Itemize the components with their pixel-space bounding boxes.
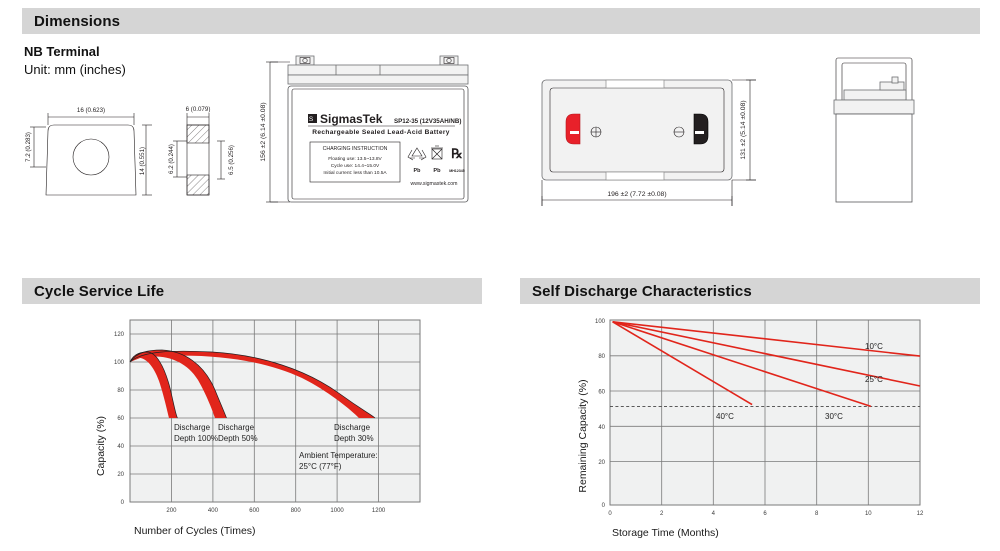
dim-battery-width: 131 ±2 (5.14 ±0.08) <box>740 100 747 159</box>
annotation-dod-30-line1: Discharge <box>334 423 371 432</box>
cycle-chart-xlabel: Number of Cycles (Times) <box>134 525 256 537</box>
svg-text:40: 40 <box>598 425 605 431</box>
dim-battery-length: 196 ±2 (7.72 ±0.08) <box>607 191 666 198</box>
dim-terminal-width: 16 (0.623) <box>77 107 105 114</box>
series-line-40c <box>612 321 753 406</box>
pb-mark-label: Pb <box>433 168 441 174</box>
dim-terminal-tab-height: 6.2 (0.244) <box>168 144 175 174</box>
series-line-30c <box>612 321 872 408</box>
battery-side-view-drawing <box>833 57 915 203</box>
battery-brand: SigmasTek <box>320 112 383 126</box>
svg-text:60: 60 <box>598 390 605 396</box>
self-discharge-xlabel: Storage Time (Months) <box>612 527 719 539</box>
svg-text:80: 80 <box>598 354 605 360</box>
cycle-service-life-chart: 120 100 80 60 40 20 0 200 400 600 800 10… <box>95 319 421 537</box>
svg-text:20: 20 <box>598 460 605 466</box>
svg-text:10: 10 <box>865 511 872 517</box>
positive-terminal <box>565 113 581 145</box>
charging-line-0: Floating use: 13.5~13.8V <box>328 156 382 162</box>
dim-battery-height: 156 ±2 (6.14 ±0.08) <box>260 102 267 161</box>
section-title-self-discharge: Self Discharge Characteristics <box>532 282 752 300</box>
svg-text:20: 20 <box>117 472 124 478</box>
cycle-chart-ylabel: Capacity (%) <box>95 416 107 476</box>
svg-text:600: 600 <box>249 508 260 514</box>
negative-terminal <box>693 113 709 145</box>
svg-text:60: 60 <box>117 416 124 422</box>
svg-text:100: 100 <box>595 319 606 325</box>
terminal-side-section-drawing: 6 (0.079) 6.2 (0.244) 6.5 (0.256) <box>168 106 235 196</box>
battery-model: SP12-35 (12V35AH/NB) <box>394 118 461 125</box>
dim-terminal-thickness: 6 (0.079) <box>186 106 211 113</box>
charging-line-2: Initial current: less than 10.5A <box>323 170 387 176</box>
terminal-type-label: NB Terminal <box>24 44 100 59</box>
section-title-dimensions: Dimensions <box>34 12 121 30</box>
annotation-dod-50-line1: Discharge <box>218 423 255 432</box>
self-discharge-chart: 100 80 60 40 20 0 0 2 4 6 8 10 12 10°C 2… <box>577 319 924 539</box>
charging-line-1: Cycle use: 14.4~15.0V <box>331 163 380 169</box>
annotation-dod-50-line2: Depth 50% <box>218 434 258 443</box>
battery-website: www.sigmastek.com <box>411 181 458 187</box>
ul-file-number: MH12345 <box>449 169 465 173</box>
svg-text:200: 200 <box>166 508 177 514</box>
dim-terminal-offset: 7.2 (0.283) <box>25 132 32 162</box>
self-discharge-ylabel: Remaining Capacity (%) <box>577 379 589 492</box>
series-label-40c: 40°C <box>716 412 734 421</box>
section-header-self-discharge: Self Discharge Characteristics <box>520 278 980 304</box>
battery-top-view-drawing: 131 ±2 (5.14 ±0.08) 196 ±2 (7.72 ±0.08) <box>541 79 756 206</box>
svg-text:400: 400 <box>208 508 219 514</box>
recycle-mark-label: Pb <box>414 168 422 174</box>
dim-terminal-total-height: 6.5 (0.256) <box>228 145 235 175</box>
svg-text:℞: ℞ <box>451 146 463 161</box>
svg-text:1000: 1000 <box>330 508 344 514</box>
series-line-25c <box>612 321 921 387</box>
svg-text:8: 8 <box>815 511 819 517</box>
svg-text:2: 2 <box>660 511 664 517</box>
series-label-10c: 10°C <box>865 342 883 351</box>
svg-text:40: 40 <box>117 444 124 450</box>
annotation-ambient-line2: 25°C (77°F) <box>299 462 342 471</box>
svg-text:1200: 1200 <box>372 508 386 514</box>
annotation-dod-30-line2: Depth 30% <box>334 434 374 443</box>
svg-text:120: 120 <box>114 332 125 338</box>
svg-text:4: 4 <box>712 511 716 517</box>
terminal-top-view-drawing: 16 (0.623) 7.2 (0.283) 14 (0.551) <box>25 107 152 196</box>
series-label-25c: 25°C <box>865 375 883 384</box>
annotation-dod-100-line2: Depth 100% <box>174 434 218 443</box>
svg-text:0: 0 <box>121 500 125 506</box>
section-title-cycle-service-life: Cycle Service Life <box>34 282 165 300</box>
recycle-icon <box>407 147 427 161</box>
svg-text:0: 0 <box>608 511 612 517</box>
series-line-10c <box>612 321 921 357</box>
wheelie-bin-icon <box>431 145 443 160</box>
unit-note-label: Unit: mm (inches) <box>24 62 126 77</box>
annotation-ambient-line1: Ambient Temperature: <box>299 451 378 460</box>
ul-mark-icon: ℞ <box>451 146 463 161</box>
series-label-30c: 30°C <box>825 412 843 421</box>
svg-text:100: 100 <box>114 360 125 366</box>
svg-text:0: 0 <box>602 503 606 509</box>
svg-text:6: 6 <box>763 511 767 517</box>
section-header-cycle-service-life: Cycle Service Life <box>22 278 482 304</box>
svg-text:S: S <box>309 116 314 123</box>
dim-terminal-height: 14 (0.551) <box>139 147 146 175</box>
battery-front-view-drawing: 156 ±2 (6.14 ±0.08) S SigmasTek SP12-35 … <box>260 55 469 203</box>
svg-text:800: 800 <box>291 508 302 514</box>
annotation-dod-100-line1: Discharge <box>174 423 211 432</box>
svg-text:80: 80 <box>117 388 124 394</box>
charging-instruction-title: CHARGING INSTRUCTION <box>323 146 388 152</box>
svg-text:12: 12 <box>917 511 924 517</box>
section-header-dimensions: Dimensions <box>22 8 980 34</box>
battery-subtitle: Rechargeable Sealed Lead-Acid Battery <box>312 129 450 136</box>
